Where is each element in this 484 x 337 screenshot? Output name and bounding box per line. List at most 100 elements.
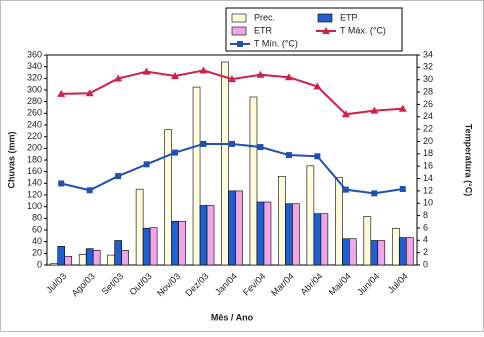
bar	[235, 190, 243, 266]
bar	[292, 203, 300, 266]
bar	[149, 227, 158, 266]
point	[199, 66, 208, 74]
legend-swatch	[317, 13, 333, 23]
y2-tick-label: 18	[423, 148, 433, 158]
bar	[178, 220, 186, 266]
point	[371, 190, 378, 197]
y-tick-label: 160	[27, 166, 42, 176]
bar	[278, 176, 286, 266]
y2-tick-label: 32	[423, 62, 433, 72]
y-tick-label: 80	[32, 213, 42, 223]
y-axis-title: Chuvas (mm)	[6, 131, 16, 188]
point	[114, 74, 123, 82]
bar	[391, 227, 400, 266]
y2-tick-label: 14	[423, 173, 433, 183]
y-tick-label: 120	[27, 189, 42, 199]
point	[398, 104, 407, 112]
legend-label: ETR	[254, 25, 273, 35]
y2-tick-label: 16	[423, 161, 433, 171]
bar	[199, 205, 208, 266]
y-tick-label: 20	[32, 248, 42, 258]
bar	[221, 61, 229, 266]
point	[313, 82, 322, 90]
point	[257, 144, 264, 151]
legend-label: T Mín. (°C)	[254, 38, 298, 48]
point	[143, 161, 150, 168]
point	[115, 173, 122, 180]
y2-tick-label: 6	[423, 222, 428, 232]
bar	[349, 238, 357, 266]
point	[370, 106, 379, 114]
bar	[64, 255, 73, 266]
bar	[135, 188, 144, 266]
y2-tick-label: 8	[423, 210, 428, 220]
x-axis-title: Mês / Ano	[211, 312, 254, 322]
y2-tick-label: 10	[423, 198, 433, 208]
bar	[313, 213, 322, 266]
bar	[171, 220, 179, 266]
point	[171, 72, 180, 79]
legend-swatch	[231, 13, 247, 23]
bar	[306, 165, 315, 266]
bar	[398, 237, 407, 266]
bar	[78, 254, 87, 266]
y-tick-label: 60	[32, 224, 42, 234]
bar	[164, 129, 172, 266]
bar	[50, 262, 59, 266]
point	[342, 186, 349, 193]
bar	[285, 203, 293, 266]
bar	[114, 240, 122, 266]
bar	[57, 246, 66, 266]
y2-tick-label: 4	[423, 235, 428, 245]
y-tick-label: 300	[27, 84, 42, 94]
bar	[256, 201, 265, 266]
point	[284, 73, 293, 81]
bar	[342, 238, 350, 266]
point	[228, 75, 236, 83]
y-tick-label: 40	[32, 236, 42, 246]
bar	[121, 250, 129, 266]
y2-tick-label: 30	[423, 74, 433, 84]
y-tick-label: 220	[27, 131, 42, 141]
bar	[206, 205, 215, 266]
bar	[92, 250, 101, 266]
point	[58, 180, 65, 187]
y-tick-label: 260	[27, 108, 42, 118]
bar	[370, 240, 379, 266]
y-tick-label: 240	[27, 119, 42, 129]
legend-swatch	[231, 26, 247, 36]
legend-marker	[237, 41, 243, 47]
bar	[377, 240, 386, 266]
bar	[335, 177, 343, 266]
bar	[192, 86, 201, 266]
y-tick-label: 280	[27, 96, 42, 106]
y-tick-label: 340	[27, 61, 42, 71]
bar	[228, 190, 236, 266]
point	[172, 149, 179, 156]
bar	[85, 248, 94, 266]
y2-tick-label: 26	[423, 99, 433, 109]
y2-tick-label: 24	[423, 111, 433, 121]
point	[256, 70, 265, 78]
y-tick-label: 360	[27, 49, 42, 59]
y-tick-label: 140	[27, 178, 42, 188]
bar	[107, 254, 115, 266]
point	[57, 89, 66, 97]
y-tick-label: 180	[27, 154, 42, 164]
y2-tick-label: 28	[423, 86, 433, 96]
y2-axis-title: Temperatura (°C)	[464, 124, 474, 196]
legend-box	[225, 7, 403, 52]
legend-label: ETP	[340, 12, 358, 22]
y-tick-label: 320	[27, 73, 42, 83]
y2-tick-label: 22	[423, 123, 433, 133]
point	[200, 140, 207, 147]
y2-tick-label: 34	[423, 49, 433, 59]
point	[341, 110, 350, 118]
y2-tick-label: 20	[423, 136, 433, 146]
y-tick-label: 200	[27, 143, 42, 153]
bar	[405, 237, 414, 266]
bar	[363, 216, 372, 266]
legend-label: Prec.	[254, 12, 275, 22]
point	[85, 89, 94, 97]
bar	[249, 96, 258, 266]
